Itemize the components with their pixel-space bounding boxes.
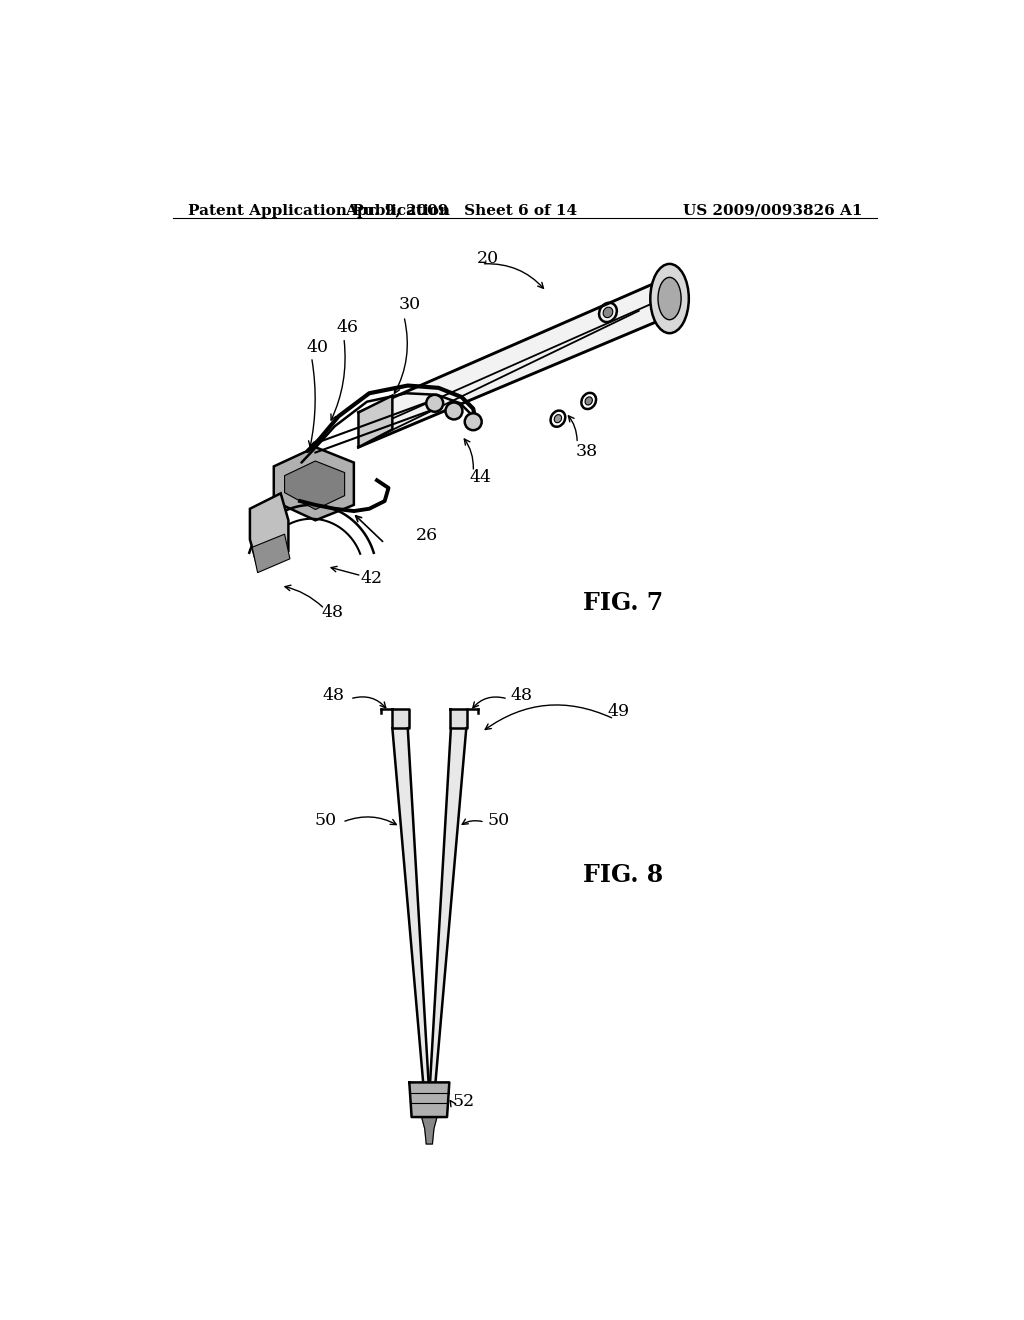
Polygon shape <box>285 461 345 510</box>
Polygon shape <box>392 729 429 1082</box>
Text: 46: 46 <box>337 319 359 337</box>
Text: 38: 38 <box>575 442 598 459</box>
Text: Apr. 9, 2009   Sheet 6 of 14: Apr. 9, 2009 Sheet 6 of 14 <box>345 203 578 218</box>
Polygon shape <box>273 447 354 520</box>
Text: 50: 50 <box>314 812 337 829</box>
Text: 42: 42 <box>360 569 382 586</box>
Polygon shape <box>358 396 392 447</box>
Polygon shape <box>422 1117 437 1144</box>
Polygon shape <box>430 729 466 1082</box>
Text: 52: 52 <box>453 1093 475 1110</box>
Circle shape <box>426 395 443 412</box>
Ellipse shape <box>658 277 681 319</box>
Text: 20: 20 <box>477 249 499 267</box>
Text: 40: 40 <box>306 338 328 355</box>
Polygon shape <box>410 1082 450 1117</box>
Circle shape <box>465 413 481 430</box>
Text: 49: 49 <box>608 702 630 719</box>
Text: 44: 44 <box>469 470 492 487</box>
Text: 50: 50 <box>487 812 509 829</box>
Text: 30: 30 <box>398 296 421 313</box>
Text: FIG. 7: FIG. 7 <box>584 591 664 615</box>
Polygon shape <box>358 280 670 447</box>
Polygon shape <box>451 709 467 729</box>
Ellipse shape <box>585 397 592 405</box>
Text: Patent Application Publication: Patent Application Publication <box>188 203 451 218</box>
Text: FIG. 8: FIG. 8 <box>584 862 664 887</box>
Text: US 2009/0093826 A1: US 2009/0093826 A1 <box>683 203 862 218</box>
Circle shape <box>445 403 463 420</box>
Ellipse shape <box>554 414 561 422</box>
Polygon shape <box>250 494 289 566</box>
Text: 48: 48 <box>323 686 345 704</box>
Ellipse shape <box>650 264 689 333</box>
Polygon shape <box>252 535 290 573</box>
Text: 26: 26 <box>416 527 437 544</box>
Text: 48: 48 <box>510 686 532 704</box>
Polygon shape <box>391 709 409 729</box>
Ellipse shape <box>603 308 612 318</box>
Text: 48: 48 <box>322 605 343 622</box>
